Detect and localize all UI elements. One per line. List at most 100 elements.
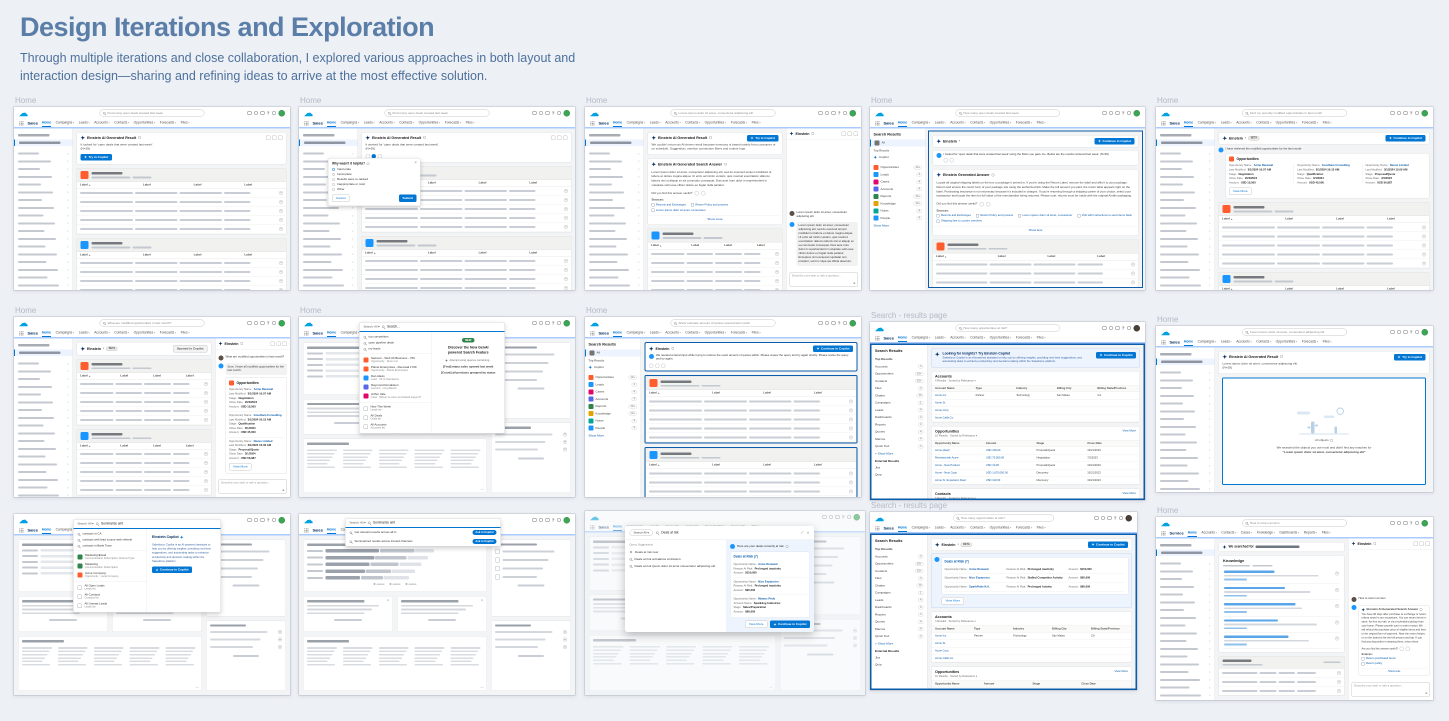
sidebar-list-item[interactable]: › xyxy=(589,266,640,274)
sidebar-list-item[interactable]: › xyxy=(18,173,69,181)
radio-option[interactable]: Inaccurate xyxy=(332,168,417,171)
column-header[interactable]: Label xyxy=(1097,254,1106,258)
sidebar-list-item[interactable]: › xyxy=(1160,454,1211,462)
nav-tab-contacts[interactable]: Contacts xyxy=(1256,338,1271,346)
row-actions-icon[interactable]: ▾ xyxy=(279,288,283,290)
global-search-input[interactable]: How many opportunities at risk? xyxy=(952,514,1055,522)
column-header[interactable]: Label xyxy=(814,463,822,467)
record-suggestion[interactable]: Samson - Web 04 Business - 70K Opportunit… xyxy=(360,356,432,365)
nav-tab-home[interactable]: Home xyxy=(612,523,623,531)
object-filter-item[interactable]: Contacts 10+ xyxy=(875,379,924,384)
row-actions-icon[interactable]: ▾ xyxy=(204,382,208,386)
column-header[interactable]: Stage xyxy=(1032,682,1041,686)
recent-search-item[interactable]: contacts in CA xyxy=(74,531,147,537)
table-row[interactable]: ▾ xyxy=(362,275,571,284)
table-row[interactable]: ▾ xyxy=(933,278,1138,288)
frame-label[interactable]: Home xyxy=(300,306,322,315)
sidebar-list-item[interactable]: › xyxy=(303,227,354,235)
table-row[interactable]: ▾ xyxy=(1219,223,1429,233)
nav-tab-accounts[interactable]: Accounts xyxy=(1201,529,1217,537)
close-icon[interactable]: ✕ xyxy=(414,161,417,165)
assistant-item[interactable] xyxy=(495,352,567,357)
sidebar-list-item[interactable]: › xyxy=(1160,583,1211,591)
sidebar-list-item[interactable]: › xyxy=(589,220,640,228)
search-input-text[interactable]: Summarize amt xyxy=(101,522,124,526)
object-filter-item[interactable]: Notes 4 xyxy=(873,207,922,214)
source-link[interactable]: Return policy xyxy=(1361,661,1428,666)
thumb-down-icon[interactable] xyxy=(655,363,660,369)
nav-tab-forecasts[interactable]: Forecasts xyxy=(731,329,747,337)
table-row[interactable]: Renewal with Acme USD 70,000.00 Negotiatio… xyxy=(931,455,1140,463)
table-row[interactable]: ▾ xyxy=(648,268,782,277)
column-header[interactable]: Label xyxy=(1387,217,1395,221)
row-actions-icon[interactable]: ▾ xyxy=(775,251,779,256)
sidebar-list-item[interactable]: › xyxy=(1160,599,1211,607)
table-row[interactable]: ▾ xyxy=(1219,250,1429,260)
close-icon[interactable] xyxy=(282,341,287,346)
nav-tab-contacts[interactable]: Contacts xyxy=(1221,529,1236,537)
notifications-icon[interactable] xyxy=(272,518,276,522)
column-header[interactable]: Label xyxy=(142,183,151,187)
nav-tab-campaigns[interactable]: Campaigns xyxy=(1198,338,1217,346)
object-filter-item[interactable]: Quotes 4 xyxy=(875,619,924,624)
expand-row-icon[interactable]: ▾ xyxy=(563,447,567,452)
help-icon[interactable]: ? xyxy=(266,320,270,326)
object-filter-item[interactable]: Knowledge 10+ xyxy=(588,410,637,417)
sidebar-list-item[interactable]: › xyxy=(18,204,69,212)
column-header[interactable]: Label ▴ xyxy=(80,444,91,448)
sidebar-list-item[interactable]: › xyxy=(1160,158,1211,166)
continue-in-copilot-button[interactable]: Continue in Copilot xyxy=(1095,351,1136,359)
global-search-input[interactable]: Lorem ipsum dolor sit amet, consectetur … xyxy=(670,109,776,117)
favorites-icon[interactable] xyxy=(822,515,827,519)
object-filter-item[interactable]: Leads 4 xyxy=(875,598,924,603)
nav-tab-files[interactable]: Files xyxy=(752,329,761,337)
expand-row-icon[interactable]: ▾ xyxy=(278,645,282,650)
sidebar-list-item[interactable]: › xyxy=(1160,408,1211,416)
continue-in-copilot-button[interactable]: Continue in Copilot xyxy=(812,345,853,352)
column-header[interactable]: Label xyxy=(244,253,253,257)
help-icon[interactable]: ? xyxy=(551,320,555,326)
row-actions-icon[interactable]: ▾ xyxy=(775,287,779,290)
table-row[interactable]: ▾ xyxy=(362,223,571,232)
object-filter-item[interactable]: Accounts 4 xyxy=(873,186,922,193)
thumb-down-icon[interactable] xyxy=(700,191,706,196)
nav-tab-opportunities[interactable]: Opportunities xyxy=(990,119,1012,127)
notifications-icon[interactable] xyxy=(1415,111,1419,115)
app-launcher-icon[interactable] xyxy=(304,120,309,126)
dismiss-icon[interactable]: ✕ xyxy=(1335,587,1339,592)
frame-label[interactable]: Search - results page xyxy=(871,501,948,510)
sidebar-list-item[interactable]: › xyxy=(303,150,354,158)
favorites-icon[interactable] xyxy=(247,518,252,522)
object-filter-item[interactable]: Chatter 10 xyxy=(875,583,924,588)
setup-icon[interactable] xyxy=(253,321,258,325)
notifications-icon[interactable] xyxy=(1119,516,1123,520)
sidebar-list-item[interactable]: › xyxy=(18,212,69,220)
mockup-frame[interactable]: ☁ Show estimate amount of quotes opened l… xyxy=(585,317,861,497)
expand-icon[interactable] xyxy=(841,131,846,136)
nav-tab-opportunities[interactable]: Opportunities xyxy=(705,119,727,127)
filter-all[interactable]: All xyxy=(870,139,926,147)
show-more-link[interactable]: + Show More xyxy=(875,452,894,456)
nav-tab-contacts[interactable]: Contacts xyxy=(970,524,985,532)
frame-label[interactable]: Home xyxy=(300,96,322,105)
sidebar-list-item[interactable]: › xyxy=(1160,392,1211,400)
query-suggestion[interactable]: Deals at risk now xyxy=(629,549,722,556)
object-filter-item[interactable]: Quick Text 4 xyxy=(875,444,924,449)
user-avatar[interactable] xyxy=(1421,109,1428,117)
source-link[interactable]: Returns and Exchanges xyxy=(651,203,686,207)
favorites-icon[interactable] xyxy=(1390,521,1395,525)
nav-tab-forecasts[interactable]: Forecasts xyxy=(1302,119,1318,127)
nav-tab-leads[interactable]: Leads xyxy=(79,329,90,337)
assistant-item[interactable] xyxy=(495,574,567,580)
section-header[interactable] xyxy=(645,448,857,462)
sidebar-list-item[interactable]: › xyxy=(1160,400,1211,408)
app-launcher-icon[interactable] xyxy=(1161,530,1166,536)
activity-item[interactable]: ▾ xyxy=(783,636,857,641)
dismiss-icon[interactable]: ✕ xyxy=(1335,604,1339,608)
row-actions-icon[interactable]: ▾ xyxy=(564,277,568,282)
nav-tab-leads[interactable]: Leads xyxy=(935,524,946,532)
table-row[interactable]: ▾ xyxy=(362,214,571,223)
search-input-text[interactable]: Search... xyxy=(387,325,400,329)
sidebar-list-item[interactable]: › xyxy=(18,422,69,430)
frame-label[interactable]: Home xyxy=(1157,96,1179,105)
